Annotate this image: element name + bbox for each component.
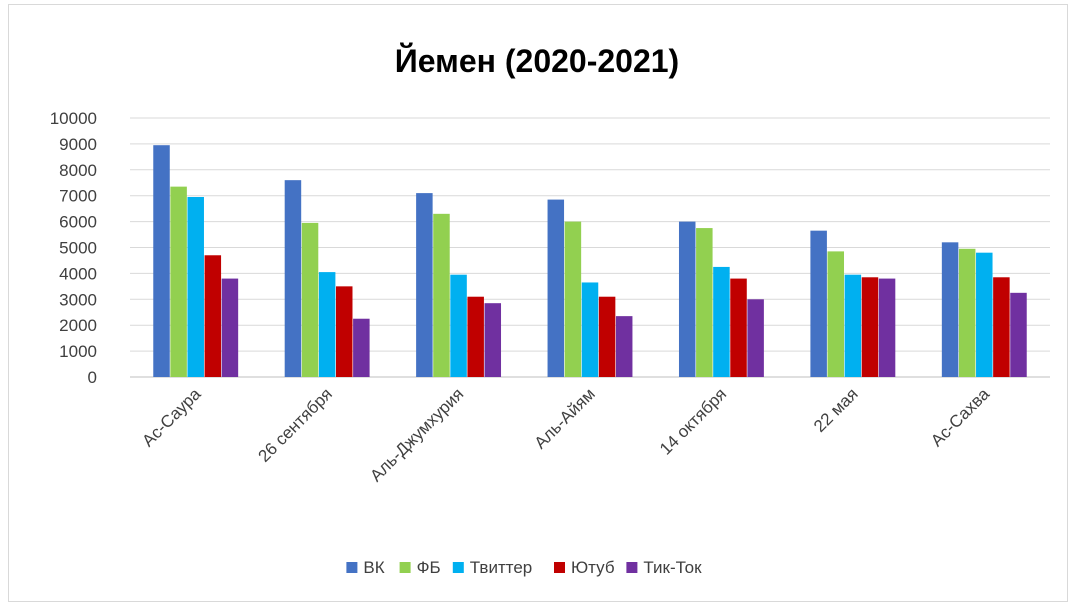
bar bbox=[187, 196, 204, 377]
bar bbox=[467, 296, 484, 377]
x-tick-label: 26 сентября bbox=[255, 384, 336, 465]
bar bbox=[861, 277, 879, 377]
bar bbox=[615, 316, 633, 377]
bar bbox=[598, 296, 616, 377]
bar bbox=[564, 221, 582, 377]
y-tick-label: 3000 bbox=[59, 290, 97, 309]
gridlines bbox=[130, 117, 1050, 378]
bar bbox=[221, 278, 239, 377]
bar bbox=[730, 278, 747, 377]
legend-swatch bbox=[399, 562, 411, 573]
y-tick-label: 9000 bbox=[59, 135, 97, 154]
legend: ВК ФБ Твиттер Ютуб Тик-Ток bbox=[346, 558, 702, 577]
bar bbox=[1010, 292, 1027, 377]
y-tick-label: 2000 bbox=[59, 316, 97, 335]
y-tick-label: 1000 bbox=[59, 342, 97, 361]
bar bbox=[696, 228, 713, 377]
bar bbox=[204, 255, 222, 377]
bar bbox=[581, 282, 599, 377]
bar bbox=[747, 299, 764, 377]
x-tick-label: Аль-Айям bbox=[531, 384, 599, 452]
legend-swatch bbox=[452, 562, 464, 573]
x-tick-label: 22 мая bbox=[810, 384, 862, 436]
bar bbox=[878, 278, 896, 377]
legend-swatch bbox=[626, 562, 638, 573]
x-tick-label: 14 октября bbox=[656, 384, 730, 458]
legend-label: Тик-Ток bbox=[643, 558, 702, 577]
y-tick-label: 10000 bbox=[50, 109, 97, 128]
bar bbox=[450, 274, 467, 377]
legend-label: Ютуб bbox=[571, 558, 615, 577]
y-tick-label: 8000 bbox=[59, 161, 97, 180]
bar bbox=[484, 303, 502, 377]
bar bbox=[153, 145, 170, 377]
y-tick-label: 5000 bbox=[59, 239, 97, 258]
y-axis: 0 1000 2000 3000 4000 5000 6000 7000 8000 9000 100… bbox=[50, 109, 97, 387]
chart-title: Йемен (2020-2021) bbox=[395, 43, 679, 79]
bar bbox=[433, 213, 450, 377]
bar bbox=[976, 252, 993, 377]
legend-label: ВК bbox=[363, 558, 384, 577]
y-tick-label: 7000 bbox=[59, 187, 97, 206]
y-tick-label: 6000 bbox=[59, 213, 97, 232]
bar bbox=[284, 180, 302, 377]
bar bbox=[301, 222, 319, 377]
x-tick-label: Ас-Саура bbox=[138, 384, 204, 450]
bar bbox=[547, 199, 565, 377]
bar bbox=[318, 272, 336, 377]
legend-swatch bbox=[346, 562, 358, 573]
x-tick-label: Аль-Джумхурия bbox=[366, 384, 467, 485]
bars bbox=[153, 145, 1027, 377]
x-axis: Ас-Саура 26 сентября Аль-Джумхурия Аль-Айям… bbox=[138, 384, 993, 485]
x-tick-label: Ас-Сахва bbox=[927, 384, 993, 450]
legend-label: ФБ bbox=[417, 558, 441, 577]
bar bbox=[958, 248, 976, 377]
bar bbox=[810, 230, 827, 377]
bar bbox=[170, 186, 187, 377]
y-tick-label: 4000 bbox=[59, 264, 97, 283]
y-tick-label: 0 bbox=[88, 368, 97, 387]
bar bbox=[713, 266, 730, 377]
legend-swatch bbox=[554, 562, 565, 573]
bar bbox=[678, 221, 696, 377]
bar bbox=[335, 286, 353, 377]
bar bbox=[827, 251, 845, 377]
bar bbox=[941, 242, 959, 377]
bar bbox=[993, 277, 1010, 377]
bar bbox=[844, 274, 862, 377]
legend-label: Твиттер bbox=[470, 558, 532, 577]
bar bbox=[416, 193, 433, 377]
bar bbox=[353, 318, 370, 377]
